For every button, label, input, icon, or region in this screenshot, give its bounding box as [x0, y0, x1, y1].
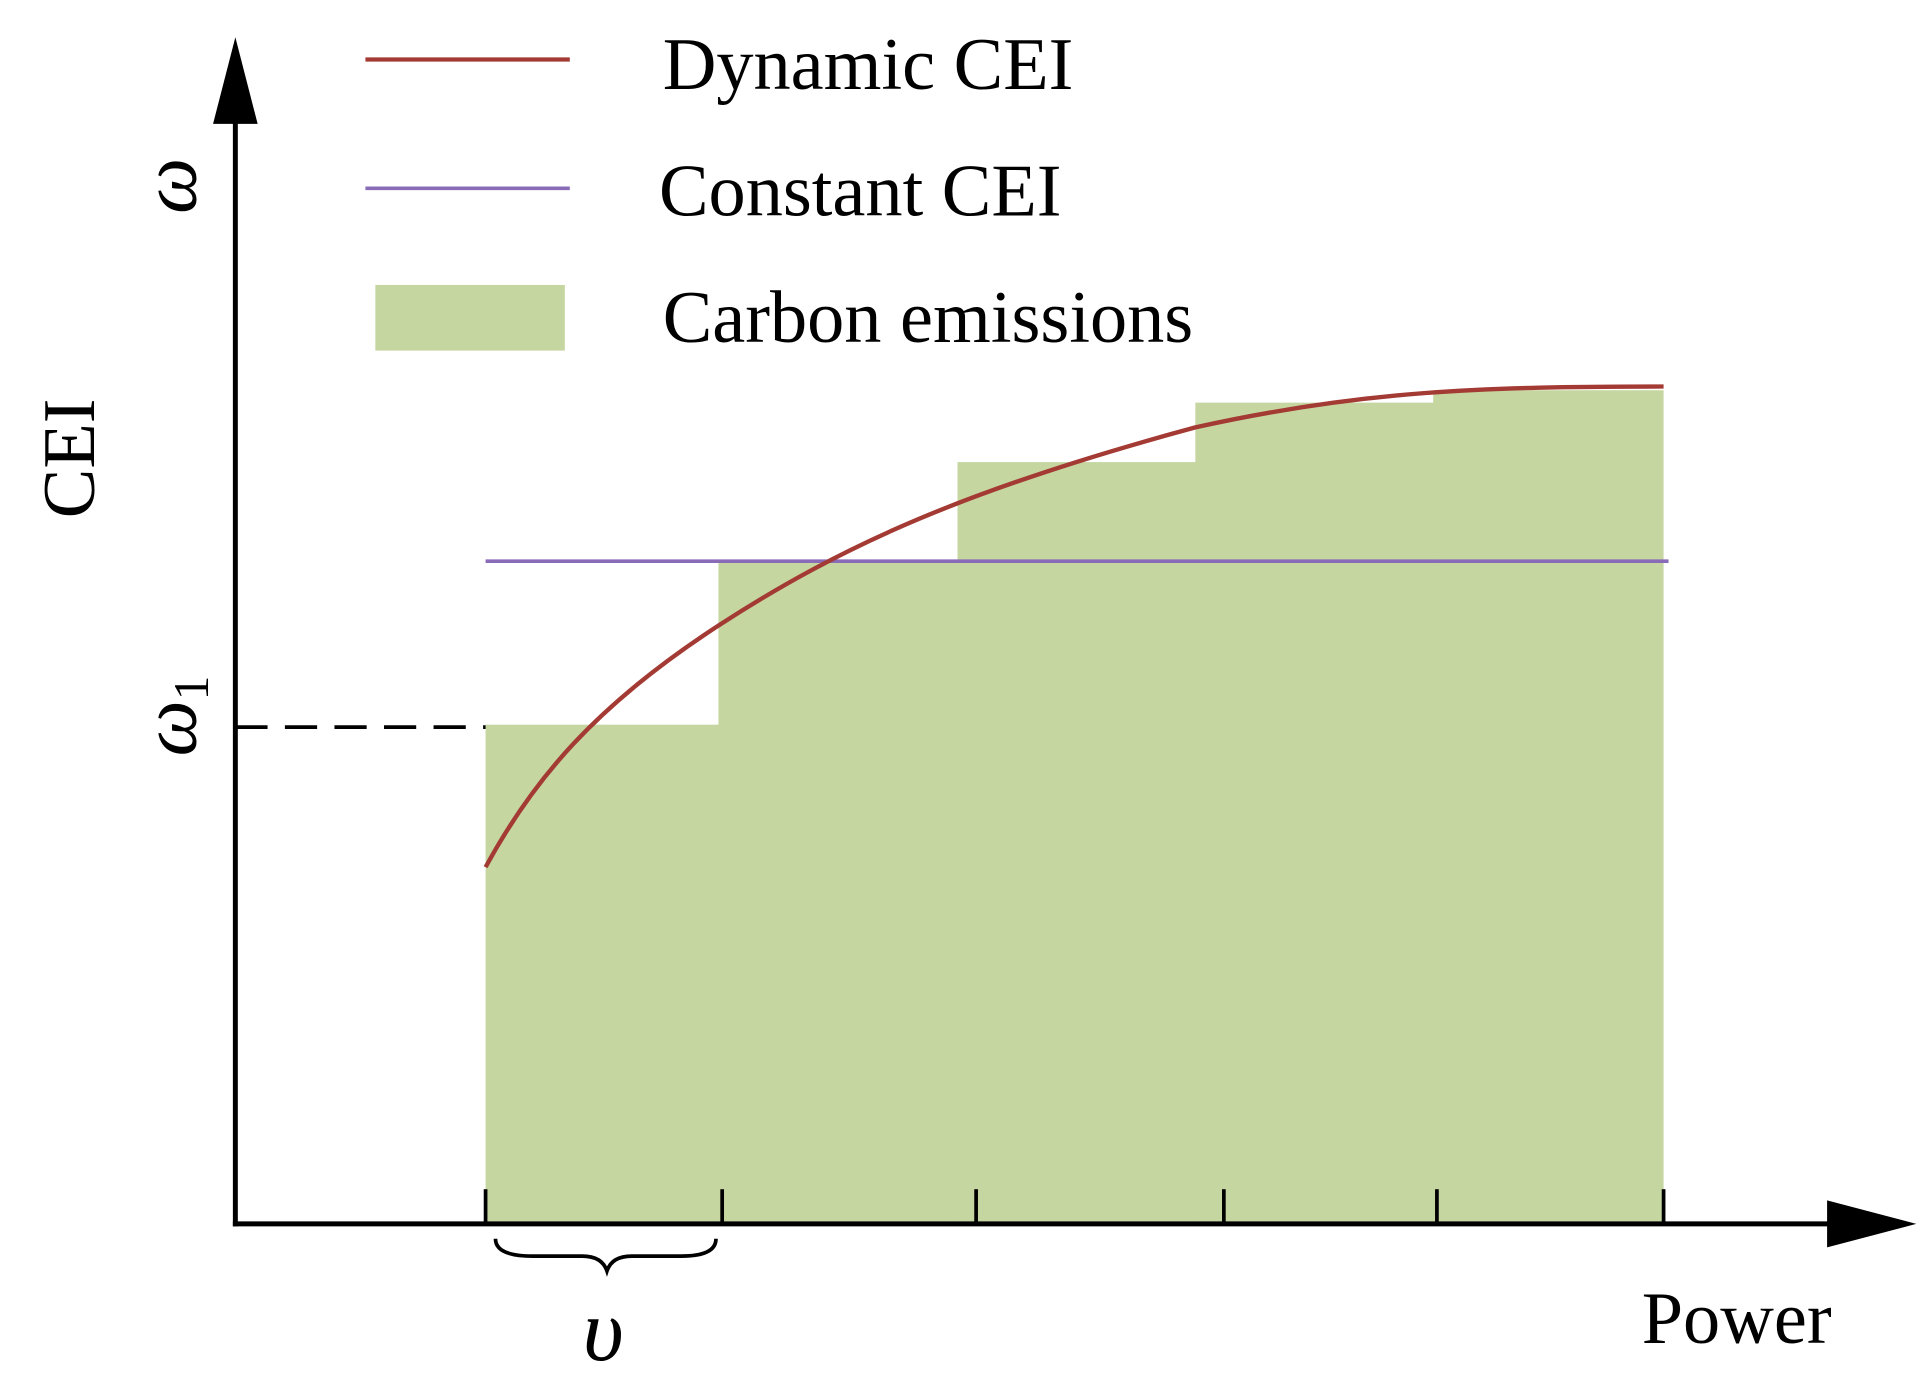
legend-swatch-emissions — [375, 284, 565, 351]
x-ticks — [483, 1189, 1666, 1224]
y-symbol: ω — [126, 158, 214, 214]
y-arrow — [213, 37, 258, 124]
dynamic-curve — [483, 384, 1664, 869]
x-step-label: υ — [583, 1282, 624, 1380]
legend-label: Constant CEI — [659, 151, 1062, 233]
bar — [718, 561, 959, 1222]
legend-label: Carbon emissions — [663, 277, 1194, 359]
y-marker-subscript: 1 — [164, 676, 219, 701]
brace — [493, 1238, 718, 1277]
bar — [1195, 402, 1435, 1222]
y-marker-symbol: ω — [126, 700, 214, 756]
y-axis-label: CEI — [29, 399, 111, 519]
x-axis-label: Power — [1642, 1278, 1832, 1360]
emission-bars — [485, 390, 1664, 1222]
bar — [485, 724, 720, 1222]
bar — [957, 462, 1197, 1222]
y-marker: ω1 — [126, 676, 219, 757]
bar — [1433, 390, 1664, 1222]
x-arrow — [1827, 1200, 1917, 1248]
legend-label: Dynamic CEI — [663, 24, 1074, 106]
